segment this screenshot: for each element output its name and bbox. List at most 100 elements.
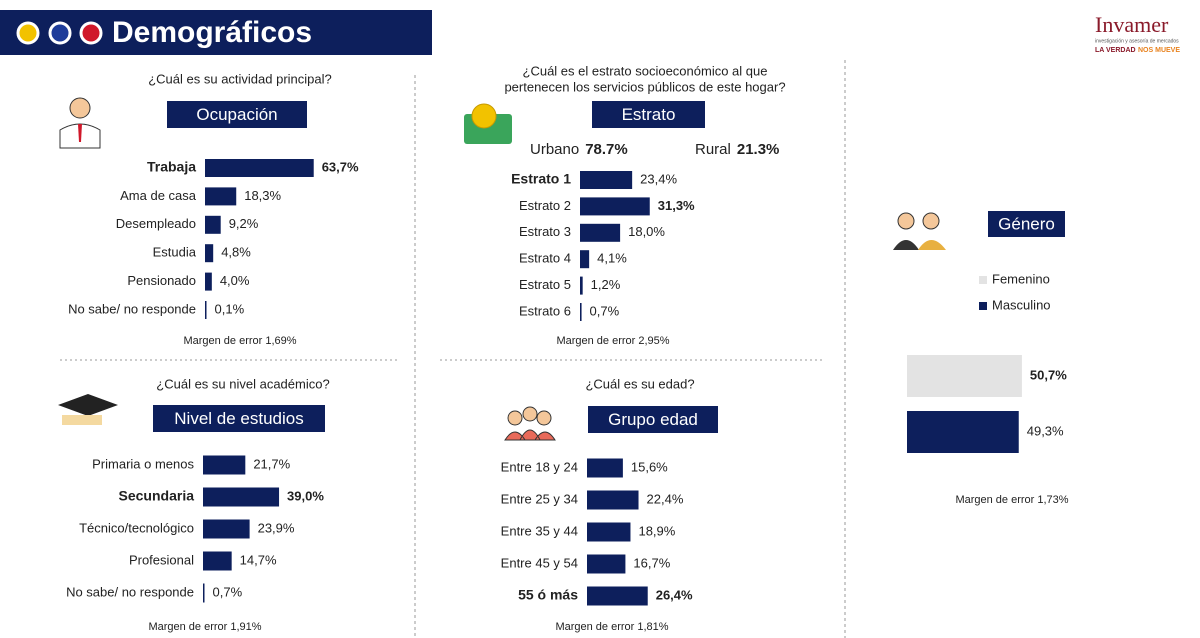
question: pertenecen los servicios públicos de est… — [504, 79, 785, 94]
chart-title: Nivel de estudios — [174, 409, 303, 428]
value-label: 4,1% — [597, 251, 627, 266]
category-label: No sabe/ no responde — [66, 584, 194, 599]
title-box — [588, 406, 718, 433]
page-title: Demográficos — [112, 16, 312, 49]
question: ¿Cuál es el estrato socioeconómico al qu… — [523, 63, 768, 78]
category-label: Profesional — [129, 552, 194, 567]
title-box — [167, 101, 307, 128]
bar — [580, 223, 621, 242]
value-label: 26,4% — [656, 587, 693, 602]
question: ¿Cuál es su nivel académico? — [156, 376, 329, 391]
value-label: 4,8% — [221, 245, 251, 260]
icon-couple — [893, 212, 946, 250]
dot-blue — [48, 21, 72, 45]
bar — [580, 250, 590, 269]
legend-label: Masculino — [992, 297, 1051, 312]
value-label: 49,3% — [1027, 423, 1064, 438]
category-label: Estrato 2 — [519, 198, 571, 213]
category-label: Pensionado — [127, 273, 196, 288]
bar — [580, 276, 583, 295]
title-box — [988, 211, 1065, 237]
bar — [205, 187, 237, 206]
bar — [587, 458, 623, 478]
logo-tag: NOS MUEVE — [1138, 47, 1180, 54]
category-label: Estrato 5 — [519, 277, 571, 292]
bar — [907, 355, 1022, 397]
bar — [587, 490, 639, 510]
bar — [203, 519, 250, 539]
value-label: 50,7% — [1030, 367, 1067, 382]
bar — [587, 554, 626, 574]
value-label: 63,7% — [322, 159, 359, 174]
value-label: 0,1% — [215, 301, 245, 316]
split-label: Rural — [695, 141, 731, 158]
category-label: Entre 45 y 54 — [501, 555, 578, 570]
chart-title: Género — [998, 214, 1055, 233]
category-label: Estrato 4 — [519, 251, 571, 266]
legend-swatch — [979, 276, 987, 284]
question: ¿Cuál es su actividad principal? — [148, 71, 332, 86]
title-box — [153, 405, 325, 432]
note: Margen de error 1,91% — [148, 621, 261, 633]
bar — [205, 272, 212, 291]
value-label: 31,3% — [658, 198, 695, 213]
bar — [203, 487, 280, 507]
icon-money — [464, 103, 512, 144]
value-label: 4,0% — [220, 273, 250, 288]
split-value: 78.7% — [585, 141, 628, 158]
bar — [587, 586, 648, 606]
value-label: 0,7% — [213, 584, 243, 599]
logo-tag: LA VERDAD — [1095, 47, 1136, 54]
value-label: 18,3% — [244, 188, 281, 203]
split-value: 21.3% — [737, 141, 780, 158]
icon-worker — [59, 97, 101, 149]
bar — [205, 301, 207, 319]
value-label: 9,2% — [229, 216, 259, 231]
category-label: No sabe/ no responde — [68, 301, 196, 316]
value-label: 22,4% — [647, 491, 684, 506]
split-label: Urbano — [530, 141, 579, 158]
category-label: Primaria o menos — [92, 456, 194, 471]
bar — [580, 197, 650, 216]
note: Margen de error 2,95% — [556, 335, 669, 347]
value-label: 14,7% — [240, 552, 277, 567]
value-label: 23,4% — [640, 171, 677, 186]
title-box — [592, 101, 705, 128]
value-label: 0,7% — [590, 303, 620, 318]
bar — [580, 303, 582, 321]
category-label: Secundaria — [119, 488, 195, 504]
note: Margen de error 1,81% — [555, 621, 668, 633]
category-label: Entre 25 y 34 — [501, 491, 578, 506]
value-label: 16,7% — [633, 555, 670, 570]
question: ¿Cuál es su edad? — [585, 376, 694, 391]
bar — [203, 551, 232, 571]
category-label: Entre 18 y 24 — [501, 459, 578, 474]
bar — [580, 171, 633, 189]
chart-title: Ocupación — [196, 105, 277, 124]
icon-people — [504, 406, 556, 441]
dot-red — [79, 21, 103, 45]
value-label: 21,7% — [253, 456, 290, 471]
note: Margen de error 1,69% — [183, 335, 296, 347]
category-label: Estudia — [153, 245, 197, 260]
value-label: 23,9% — [258, 520, 295, 535]
value-label: 15,6% — [631, 459, 668, 474]
category-label: Trabaja — [147, 159, 196, 175]
bar — [587, 522, 631, 542]
bar — [907, 411, 1019, 453]
category-label: Ama de casa — [120, 188, 197, 203]
value-label: 18,0% — [628, 224, 665, 239]
bar — [205, 215, 221, 234]
value-label: 39,0% — [287, 488, 324, 503]
icon-cap — [58, 394, 118, 425]
category-label: Estrato 6 — [519, 303, 571, 318]
bar — [205, 159, 314, 177]
note: Margen de error 1,73% — [955, 494, 1068, 506]
dot-yellow — [16, 21, 40, 45]
category-label: Entre 35 y 44 — [501, 523, 578, 538]
legend-label: Femenino — [992, 271, 1050, 286]
bar — [205, 244, 214, 263]
chart-title: Estrato — [622, 105, 676, 124]
